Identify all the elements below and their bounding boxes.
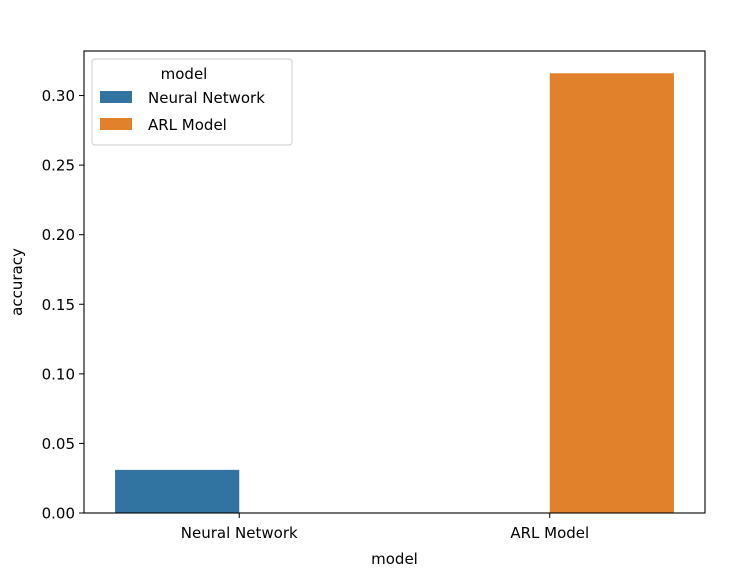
x-tick-label: Neural Network <box>181 524 298 542</box>
bar-neural-network <box>115 469 240 513</box>
y-tick-label: 0.20 <box>42 226 75 244</box>
legend-label: ARL Model <box>148 116 227 134</box>
x-axis: Neural Network ARL Model <box>181 513 589 542</box>
plot-frame <box>83 50 706 514</box>
legend-swatch <box>100 118 132 130</box>
x-axis-label: model <box>371 550 418 568</box>
y-tick-label: 0.15 <box>42 296 75 314</box>
y-tick-label: 0.10 <box>42 365 75 383</box>
y-axis-label: accuracy <box>8 248 26 316</box>
y-tick-label: 0.00 <box>42 505 75 523</box>
legend-label: Neural Network <box>148 89 265 107</box>
y-tick-label: 0.25 <box>42 157 75 175</box>
legend-entries: Neural Network ARL Model <box>100 89 265 134</box>
y-tick-label: 0.30 <box>42 87 75 105</box>
y-axis: 0.00 0.05 0.10 0.15 0.20 0.25 0.30 <box>42 87 84 523</box>
legend-swatch <box>100 91 132 103</box>
x-tick-label: ARL Model <box>510 524 589 542</box>
y-tick-label: 0.05 <box>42 435 75 453</box>
legend: model Neural Network ARL Model <box>91 58 293 146</box>
bars-layer <box>115 73 674 513</box>
legend-title: model <box>161 65 208 83</box>
legend-box <box>91 58 293 146</box>
bar-arl-model <box>549 73 674 513</box>
